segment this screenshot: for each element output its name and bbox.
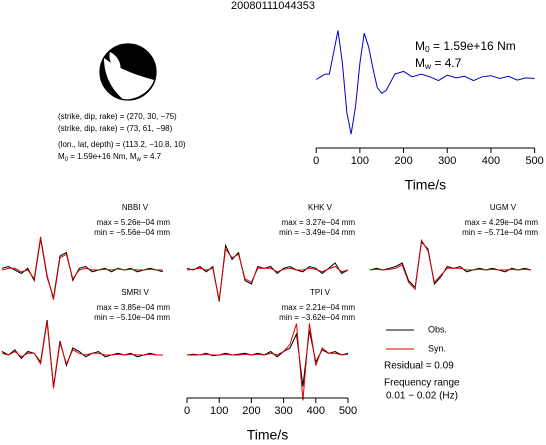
source-text: (lon., lat, depth) = (113.2, −10.8, 10) <box>58 140 186 149</box>
x-tick-label: 500 <box>525 155 543 167</box>
station-label: NBBI V <box>122 203 149 212</box>
station-label: KHK V <box>308 203 333 212</box>
x-axis-label: Time/s <box>405 177 446 193</box>
amplitude-label: min = −3.49e−04 mm <box>279 228 355 237</box>
amplitude-label: min = −5.10e−04 mm <box>94 313 170 322</box>
x-tick-label: 400 <box>482 155 500 167</box>
amplitude-label: max = 3.85e−04 mm <box>97 303 171 312</box>
amplitude-label: max = 3.27e−04 mm <box>282 218 356 227</box>
frequency-label: Frequency range <box>384 378 460 389</box>
trace <box>186 330 349 387</box>
legend-label: Obs. <box>428 324 447 334</box>
x-tick-label: 0 <box>184 405 190 417</box>
station-label: TPI V <box>310 288 331 297</box>
x-tick-label: 0 <box>313 155 319 167</box>
annotation-part: M <box>415 39 425 53</box>
station-label: UGM V <box>490 203 517 212</box>
x-tick-label: 100 <box>351 155 369 167</box>
amplitude-label: min = −3.62e−04 mm <box>279 313 355 322</box>
source-text: (strike, dip, rake) = (73, 61, −98) <box>58 124 173 133</box>
trace <box>186 247 349 300</box>
x-tick-label: 100 <box>210 405 228 417</box>
residual: Residual = 0.09 <box>384 361 454 372</box>
annotation-part: 0 <box>425 44 430 54</box>
legend-label: Syn. <box>428 343 446 353</box>
station-label: SMRI V <box>121 288 149 297</box>
trace <box>369 238 532 291</box>
trace <box>187 323 349 401</box>
annotation: Mw = 4.7 <box>415 56 462 71</box>
x-tick-label: 200 <box>394 155 412 167</box>
annotation: M0 = 1.59e+16 Nm <box>415 39 516 54</box>
x-tick-label: 400 <box>307 405 325 417</box>
trace <box>1 236 163 300</box>
annotation-part: = 4.7 <box>431 56 462 70</box>
amplitude-label: min = −5.56e−04 mm <box>94 228 170 237</box>
x-tick-label: 300 <box>438 155 456 167</box>
amplitude-label: max = 2.21e−04 mm <box>282 303 356 312</box>
amplitude-label: max = 5.26e−04 mm <box>97 218 171 227</box>
x-tick-label: 500 <box>339 405 357 417</box>
trace <box>1 321 163 389</box>
amplitude-label: min = −5.71e−04 mm <box>462 228 538 237</box>
trace <box>315 30 535 135</box>
beachball <box>99 43 157 101</box>
x-tick-label: 300 <box>274 405 292 417</box>
x-tick-label: 200 <box>242 405 260 417</box>
annotation-part: = 1.59e+16 Nm <box>430 39 516 53</box>
annotation-part: w <box>424 61 432 71</box>
figure-title: 20080111044353 <box>231 0 315 12</box>
x-axis-label: Time/s <box>247 427 288 443</box>
moment-text: M0 = 1.59e+16 Nm, Mw = 4.7 <box>58 152 162 162</box>
trace <box>369 240 532 289</box>
frequency-range: 0.01 − 0.02 (Hz) <box>386 391 458 402</box>
amplitude-label: max = 4.29e−04 mm <box>465 218 539 227</box>
trace <box>1 319 163 387</box>
annotation-part: M <box>415 56 425 70</box>
source-text: (strike, dip, rake) = (270, 30, −75) <box>58 112 177 121</box>
trace <box>1 238 164 299</box>
